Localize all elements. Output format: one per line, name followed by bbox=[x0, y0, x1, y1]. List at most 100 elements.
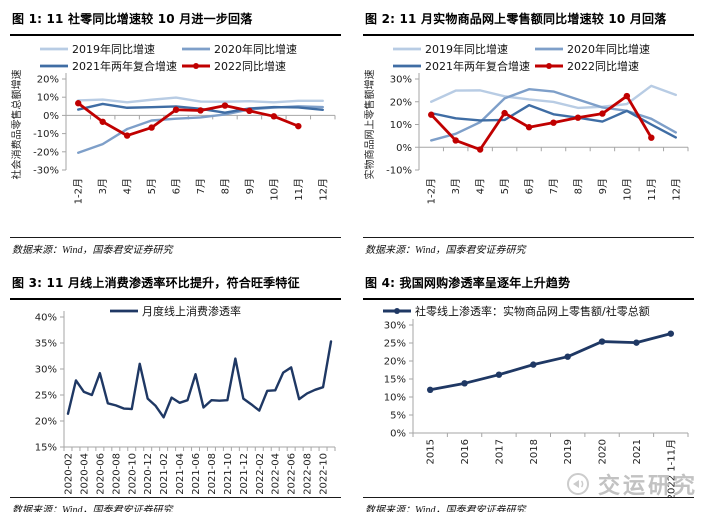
svg-text:2021-04: 2021-04 bbox=[175, 453, 186, 495]
svg-text:2022-02: 2022-02 bbox=[255, 453, 266, 495]
legend: 社零线上渗透率：实物商品网上零售额/社零总额 bbox=[383, 304, 650, 318]
x-labels: 2020-02 2020-04 2020-06 2020-08 2020-10 2020-… bbox=[63, 453, 329, 495]
svg-text:20%: 20% bbox=[37, 75, 59, 86]
chart-4-source: 数据来源：Wind，国泰君安证券研究 bbox=[365, 505, 526, 512]
svg-text:20%: 20% bbox=[384, 357, 406, 368]
chart-2-canvas: 30%20%10%0%-10%1-2月 3月 4月 5月 6月 7月 8月 9月 10月 11月 1… bbox=[363, 42, 689, 204]
svg-text:2022 1-11月: 2022 1-11月 bbox=[665, 439, 677, 497]
svg-text:2022-10: 2022-10 bbox=[319, 453, 330, 495]
watermark-text: 交运研究 bbox=[597, 474, 698, 499]
svg-text:月度线上消费渗透率: 月度线上消费渗透率 bbox=[142, 304, 241, 318]
panel-chart-3: 图 3: 11 月线上消费渗透率环比提升，符合旺季特征 40% 35% 30% 25%… bbox=[0, 264, 353, 512]
svg-text:2019年同比增速: 2019年同比增速 bbox=[425, 42, 508, 56]
svg-text:2021-10: 2021-10 bbox=[223, 453, 234, 495]
chart-4-title: 图 4: 我国网购渗透率呈逐年上升趋势 bbox=[363, 274, 694, 300]
legend: 月度线上消费渗透率 bbox=[110, 304, 241, 318]
chart-3-source: 数据来源：Wind，国泰君安证券研究 bbox=[12, 505, 173, 512]
svg-text:2016: 2016 bbox=[460, 439, 471, 464]
chart-1-source: 数据来源：Wind，国泰君安证券研究 bbox=[12, 245, 173, 256]
svg-text:25%: 25% bbox=[35, 391, 57, 402]
series-2021年两年复合增速 bbox=[430, 103, 677, 139]
series-2022同比增速 bbox=[75, 100, 302, 139]
svg-text:12月: 12月 bbox=[670, 178, 682, 201]
svg-text:15%: 15% bbox=[35, 443, 57, 454]
svg-text:2020-04: 2020-04 bbox=[79, 453, 90, 495]
divider bbox=[363, 237, 694, 238]
svg-text:8月: 8月 bbox=[572, 178, 584, 194]
svg-text:20%: 20% bbox=[390, 97, 412, 108]
svg-text:-10%: -10% bbox=[33, 129, 59, 140]
svg-text:0%: 0% bbox=[390, 429, 406, 440]
svg-text:5月: 5月 bbox=[146, 178, 158, 194]
svg-text:2022-04: 2022-04 bbox=[271, 453, 282, 495]
svg-text:10月: 10月 bbox=[621, 178, 633, 201]
svg-text:2017: 2017 bbox=[494, 439, 505, 464]
svg-text:35%: 35% bbox=[35, 339, 57, 350]
svg-text:2022-06: 2022-06 bbox=[287, 453, 298, 495]
chart-3-title: 图 3: 11 月线上消费渗透率环比提升，符合旺季特征 bbox=[10, 274, 341, 300]
svg-text:2021-12: 2021-12 bbox=[239, 453, 250, 495]
svg-text:2022同比增速: 2022同比增速 bbox=[567, 59, 639, 73]
svg-text:2021-02: 2021-02 bbox=[159, 453, 170, 495]
svg-text:12月: 12月 bbox=[317, 178, 329, 201]
svg-text:2020-12: 2020-12 bbox=[143, 453, 154, 495]
svg-text:7月: 7月 bbox=[548, 178, 560, 194]
x-axis bbox=[418, 146, 689, 152]
svg-text:1-2月: 1-2月 bbox=[426, 178, 438, 204]
megaphone-icon bbox=[566, 473, 589, 495]
svg-text:0%: 0% bbox=[396, 143, 412, 154]
y-axis: 20% 10% 0% -10% -20% -30% bbox=[33, 73, 67, 177]
chart-3-canvas: 40%35%30%25%20%15%2020-02 2020-04 2020-06 2… bbox=[35, 304, 336, 495]
svg-text:社零线上渗透率：实物商品网上零售额/社零总额: 社零线上渗透率：实物商品网上零售额/社零总额 bbox=[415, 304, 650, 318]
series-2020年同比增速 bbox=[430, 88, 677, 142]
svg-text:2018: 2018 bbox=[529, 439, 540, 464]
svg-text:2021-06: 2021-06 bbox=[191, 453, 202, 495]
svg-text:2020-02: 2020-02 bbox=[63, 453, 74, 495]
svg-text:2020-06: 2020-06 bbox=[95, 453, 106, 495]
svg-text:2019: 2019 bbox=[563, 439, 574, 464]
svg-text:11月: 11月 bbox=[293, 178, 305, 201]
series-2019年同比增速 bbox=[77, 96, 324, 104]
svg-text:-10%: -10% bbox=[386, 166, 412, 177]
svg-text:10%: 10% bbox=[37, 93, 59, 104]
series-社零线上渗透率：实物商品网上零售额/社零总额 bbox=[426, 330, 675, 393]
svg-text:5月: 5月 bbox=[499, 178, 511, 194]
x-axis bbox=[412, 432, 689, 437]
svg-text:30%: 30% bbox=[35, 365, 57, 376]
chart-4-canvas: 30%25%20%15%10%5%0%2015 2016 2017 2018 2019 2… bbox=[383, 304, 689, 497]
y-axis: 30% 20% 10% 0% -10% bbox=[386, 73, 420, 177]
legend: 2019年同比增速 2020年同比增速 2021年两年复合增速 2022同比增速 bbox=[40, 42, 297, 73]
svg-text:2020年同比增速: 2020年同比增速 bbox=[567, 42, 650, 56]
x-labels: 1-2月 3月 4月 5月 6月 7月 8月 9月 10月 11月 12月 bbox=[73, 178, 330, 204]
svg-text:5%: 5% bbox=[390, 411, 406, 422]
svg-text:6月: 6月 bbox=[524, 178, 536, 194]
y-axis: 30% 25% 20% 15% 10% 5% 0% bbox=[384, 319, 414, 440]
svg-text:2021-08: 2021-08 bbox=[207, 453, 218, 495]
x-labels: 1-2月 3月 4月 5月 6月 7月 8月 9月 10月 11月 12月 bbox=[426, 178, 683, 204]
svg-text:11月: 11月 bbox=[646, 178, 658, 201]
svg-text:4月: 4月 bbox=[122, 178, 134, 194]
series-2022同比增速 bbox=[428, 92, 655, 153]
chart-2-title: 图 2: 11 月实物商品网上零售额同比增速较 10 月回落 bbox=[363, 10, 694, 36]
svg-text:3月: 3月 bbox=[97, 178, 109, 194]
svg-text:6月: 6月 bbox=[171, 178, 183, 194]
svg-text:2015: 2015 bbox=[426, 439, 437, 464]
svg-text:15%: 15% bbox=[384, 375, 406, 386]
svg-text:2020-08: 2020-08 bbox=[111, 453, 122, 495]
series-2019年同比增速 bbox=[430, 84, 677, 110]
svg-text:10月: 10月 bbox=[268, 178, 280, 201]
panel-chart-1: 图 1: 11 社零同比增速较 10 月进一步回落 20% 10% 0% -10% -2… bbox=[0, 0, 353, 264]
x-axis bbox=[63, 446, 336, 451]
svg-text:30%: 30% bbox=[384, 321, 406, 332]
svg-text:2022-08: 2022-08 bbox=[303, 453, 314, 495]
divider bbox=[10, 497, 341, 498]
svg-text:40%: 40% bbox=[35, 313, 57, 324]
x-labels: 2015 2016 2017 2018 2019 2020 2021 2022 1-11月 bbox=[426, 439, 678, 497]
svg-text:2020: 2020 bbox=[598, 439, 609, 464]
svg-text:30%: 30% bbox=[390, 75, 412, 86]
y-axis-title: 实物商品网上零售额增速 bbox=[363, 70, 376, 180]
chart-2-source: 数据来源：Wind，国泰君安证券研究 bbox=[365, 245, 526, 256]
y-axis: 40% 35% 30% 25% 20% 15% bbox=[35, 311, 65, 454]
